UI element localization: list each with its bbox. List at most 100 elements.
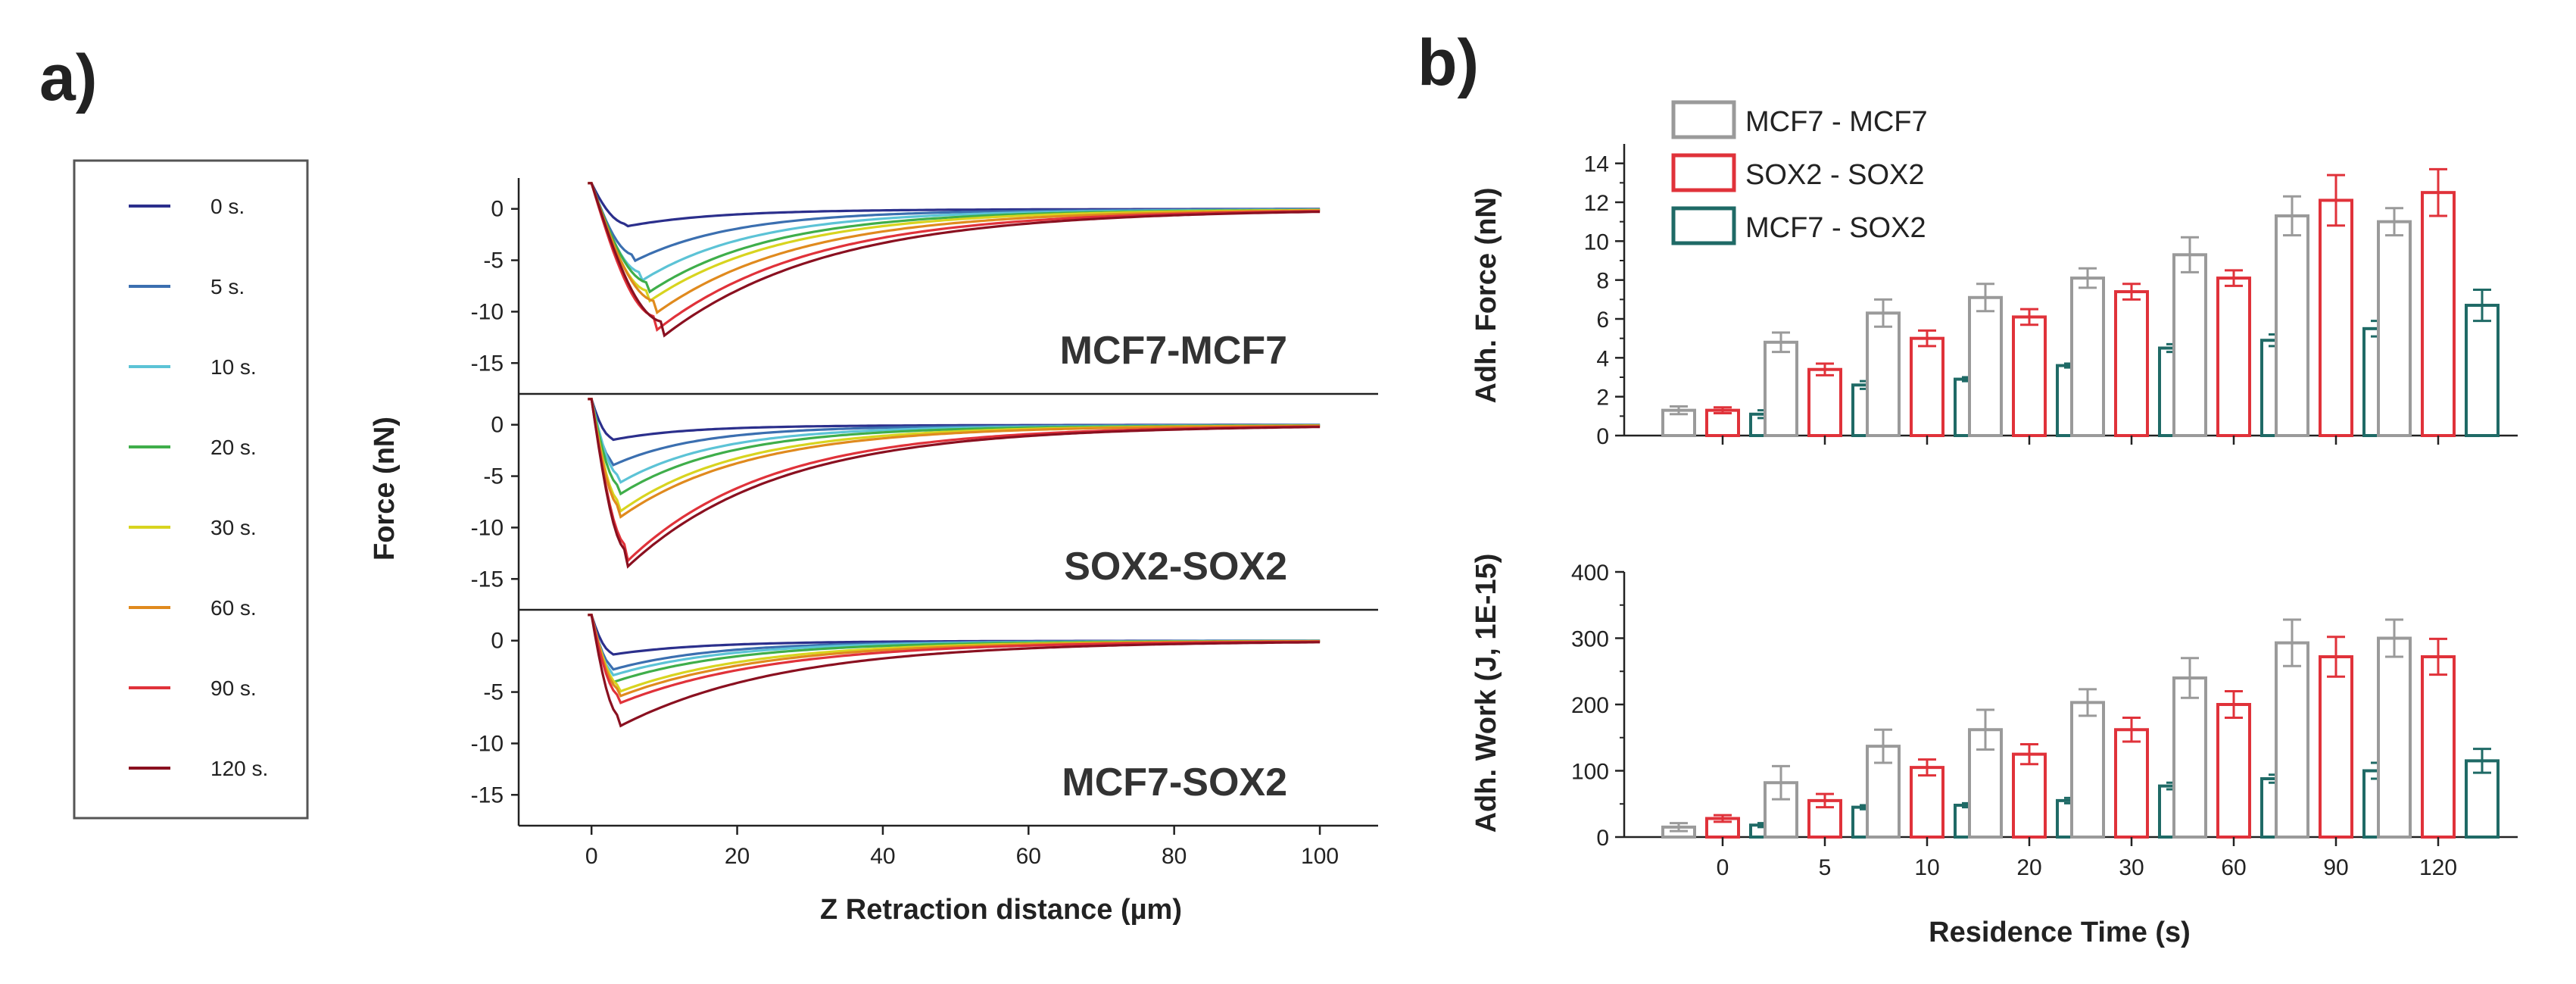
curve-1-4 <box>588 398 1321 514</box>
panel-a-xtick-label-5: 100 <box>1301 844 1339 869</box>
panel-b-legend: MCF7 - MCF7 SOX2 - SOX2 MCF7 - SOX2 <box>1671 100 1928 245</box>
bar-xtick-label-1: 5 <box>1819 855 1832 880</box>
legend-label-2: 10 s. <box>211 355 257 379</box>
curve-2-5 <box>588 614 1321 698</box>
curve-0-5 <box>588 182 1321 315</box>
bar-ytick-label-3-1: 2 <box>1596 386 1609 411</box>
bar-3-0-7 <box>2377 220 2412 437</box>
stack-label-mcf7-mcf7: MCF7-MCF7 <box>1060 329 1287 373</box>
legend-label-3: 20 s. <box>211 436 257 459</box>
curve-0-6 <box>588 182 1321 333</box>
bar-4-1-5 <box>2216 703 2251 839</box>
legend-label-5: 60 s. <box>211 596 257 620</box>
bar-4-0-1 <box>1764 781 1798 839</box>
panel-a-ytick-label-2-3: -15 <box>471 783 504 808</box>
bar-3-2-7 <box>2465 304 2500 437</box>
bar-3-0-6 <box>2275 214 2309 437</box>
panel-b-letter: b) <box>1417 27 1479 99</box>
bar-xtick-label-4: 30 <box>2119 855 2144 880</box>
curve-0-1 <box>588 182 1321 263</box>
bar-3-0-1 <box>1764 340 1798 437</box>
bar-ytick-label-4-3: 300 <box>1571 627 1609 652</box>
panel-a-plots: 0 -5 -10 -15 0 -5 -10 -15 0 -5 -10 -15 Force (nN) Z… <box>369 178 1378 926</box>
panel-b-top-chart: 0 2 4 6 8 10 12 14 <box>1584 144 2518 449</box>
panel-b-bottom-chart: 0 100 200 300 400 0 5 10 20 30 60 90 120 <box>1571 561 2518 880</box>
bar-xtick-label-0: 0 <box>1717 855 1729 880</box>
bar-legend-label-1: SOX2 - SOX2 <box>1745 159 1925 191</box>
bar-ytick-label-3-0: 0 <box>1596 424 1609 449</box>
bar-xtick-label-2: 10 <box>1914 855 1939 880</box>
panel-b-bottom-ylabel: Adh. Work (J, 1E-15) <box>1470 554 1502 833</box>
bar-3-0-2 <box>1866 311 1901 437</box>
curve-1-7 <box>588 398 1321 569</box>
curve-1-3 <box>588 398 1321 496</box>
bar-legend-swatch-2 <box>1671 206 1736 245</box>
panel-a-xtick-label-1: 20 <box>725 844 750 869</box>
panel-a-ytick-label-0-2: -10 <box>471 299 504 324</box>
bar-ytick-label-3-3: 6 <box>1596 308 1609 333</box>
bar-3-1-3 <box>2012 315 2047 437</box>
bar-legend-swatch-1 <box>1671 153 1736 192</box>
panel-a-ytick-label-1-1: -5 <box>483 464 504 489</box>
panel-a-ytick-label-1-2: -10 <box>471 515 504 540</box>
stack-label-mcf7-sox2: MCF7-SOX2 <box>1062 761 1287 804</box>
bar-4-0-4 <box>2070 701 2105 839</box>
bar-ytick-label-3-5: 10 <box>1584 230 1609 255</box>
panel-a-xtick-label-0: 0 <box>585 844 598 869</box>
panel-a-ytick-label-2-0: 0 <box>491 629 504 654</box>
curve-0-4 <box>588 182 1321 303</box>
bar-legend-label-2: MCF7 - SOX2 <box>1745 212 1926 244</box>
bar-legend-label-0: MCF7 - MCF7 <box>1745 106 1928 138</box>
panel-b-xlabel: Residence Time (s) <box>1929 917 2191 948</box>
bar-3-0-3 <box>1968 295 2003 437</box>
bar-3-1-4 <box>2114 290 2149 438</box>
bar-ytick-label-4-2: 200 <box>1571 693 1609 718</box>
bar-4-1-4 <box>2114 728 2149 839</box>
curve-0-7 <box>588 182 1321 338</box>
panel-a-letter: a) <box>39 42 97 114</box>
legend-label-7: 120 s. <box>211 757 268 780</box>
bar-xtick-label-3: 20 <box>2016 855 2041 880</box>
bar-3-0-5 <box>2172 253 2207 437</box>
bar-ytick-label-4-4: 400 <box>1571 561 1609 586</box>
panel-a-ytick-label-0-1: -5 <box>483 248 504 273</box>
bar-3-1-7 <box>2421 191 2456 438</box>
bar-3-0-4 <box>2070 276 2105 437</box>
panel-a-legend: 0 s. 5 s. 10 s. 20 s. 30 s. 60 s. 90 s. 120 s. <box>73 159 309 820</box>
bar-4-1-6 <box>2319 655 2353 839</box>
panel-a-xtick-label-4: 80 <box>1162 844 1187 869</box>
legend-label-0: 0 s. <box>211 195 245 218</box>
curve-2-7 <box>588 614 1321 728</box>
bar-3-1-1 <box>1807 367 1842 438</box>
panel-b-top-ylabel: Adh. Force (nN) <box>1470 188 1502 404</box>
stack-label-sox2-sox2: SOX2-SOX2 <box>1064 545 1287 589</box>
bar-ytick-label-3-7: 14 <box>1584 152 1609 177</box>
bar-xtick-label-6: 90 <box>2323 855 2348 880</box>
bar-4-0-7 <box>2377 636 2412 839</box>
legend-label-6: 90 s. <box>211 676 257 700</box>
bar-4-0-6 <box>2275 641 2309 839</box>
panel-a-xtick-label-3: 60 <box>1016 844 1041 869</box>
bar-xtick-label-7: 120 <box>2419 855 2457 880</box>
panel-a-ytick-label-2-2: -10 <box>471 731 504 756</box>
bar-ytick-label-3-2: 4 <box>1596 346 1609 371</box>
panel-a-ytick-label-0-0: 0 <box>491 197 504 222</box>
bar-ytick-label-3-4: 8 <box>1596 269 1609 294</box>
bar-legend-swatch-0 <box>1671 100 1736 139</box>
bar-3-1-2 <box>1910 336 1944 437</box>
bar-4-0-5 <box>2172 676 2207 839</box>
bar-3-1-6 <box>2319 198 2353 437</box>
panel-a-ytick-label-1-0: 0 <box>491 413 504 438</box>
panel-a-ytick-label-1-3: -15 <box>471 567 504 592</box>
legend-label-4: 30 s. <box>211 516 257 539</box>
bar-ytick-label-3-6: 12 <box>1584 191 1609 216</box>
curve-2-6 <box>588 614 1321 704</box>
curve-1-5 <box>588 398 1321 519</box>
bar-ytick-label-4-1: 100 <box>1571 760 1609 785</box>
panel-a-xtick-label-2: 40 <box>870 844 895 869</box>
bar-xtick-label-5: 60 <box>2221 855 2246 880</box>
panel-a-xlabel: Z Retraction distance (µm) <box>820 894 1182 926</box>
bar-4-1-3 <box>2012 752 2047 839</box>
bar-4-1-2 <box>1910 766 1944 839</box>
